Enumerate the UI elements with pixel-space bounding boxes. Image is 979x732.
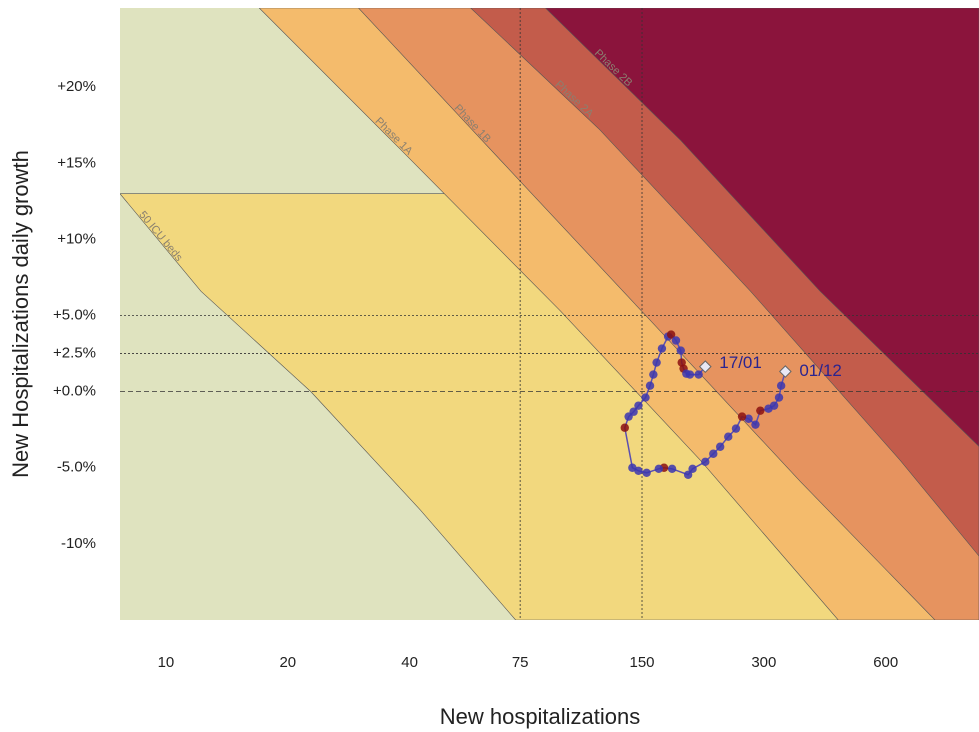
point — [654, 464, 663, 474]
y-tick-label: +20% — [57, 78, 96, 95]
point — [629, 407, 638, 416]
y-tick-label: +10% — [57, 230, 96, 247]
x-tick-label: 150 — [629, 654, 654, 671]
endpoint-marker — [778, 365, 792, 378]
point — [688, 464, 697, 474]
x-tick-label: 40 — [401, 654, 418, 671]
x-axis-title: New hospitalizations — [440, 704, 641, 729]
point — [649, 370, 658, 379]
point — [685, 370, 695, 379]
point — [731, 424, 741, 433]
x-tick-label: 300 — [751, 654, 776, 671]
point — [671, 336, 681, 345]
y-tick-label: +5.0% — [53, 306, 96, 323]
point — [774, 393, 784, 402]
y-axis-title: New Hospitalizations daily growth — [8, 150, 33, 478]
point — [756, 406, 765, 415]
point — [694, 370, 703, 379]
x-tick-label: 20 — [279, 654, 296, 671]
y-tick-label: +15% — [57, 154, 96, 171]
x-tick-label: 10 — [158, 654, 175, 671]
point — [737, 412, 747, 421]
point — [676, 346, 685, 355]
point — [634, 401, 643, 410]
point — [683, 470, 693, 479]
x-tick-label: 600 — [873, 654, 898, 671]
point — [620, 423, 629, 432]
point — [657, 344, 667, 353]
point — [776, 381, 786, 390]
point — [628, 463, 637, 472]
point — [645, 381, 655, 390]
y-tick-label: -5.0% — [57, 459, 96, 476]
point — [709, 449, 718, 458]
point — [667, 464, 677, 474]
point — [751, 420, 760, 429]
point — [666, 330, 676, 339]
point — [744, 414, 753, 423]
band — [545, 8, 979, 447]
x-tick-label: 75 — [512, 654, 529, 671]
point — [652, 358, 661, 367]
y-tick-label: +0.0% — [53, 383, 96, 400]
y-tick-label: +2.5% — [53, 345, 96, 362]
point — [724, 432, 733, 441]
point — [642, 468, 651, 477]
point-label: 17/01 — [719, 353, 762, 372]
y-tick-label: -10% — [61, 535, 96, 552]
point-label: 01/12 — [799, 361, 842, 380]
point — [715, 442, 725, 451]
point — [764, 404, 773, 413]
endpoint-marker — [698, 360, 712, 374]
point — [641, 393, 650, 402]
point — [701, 457, 710, 467]
